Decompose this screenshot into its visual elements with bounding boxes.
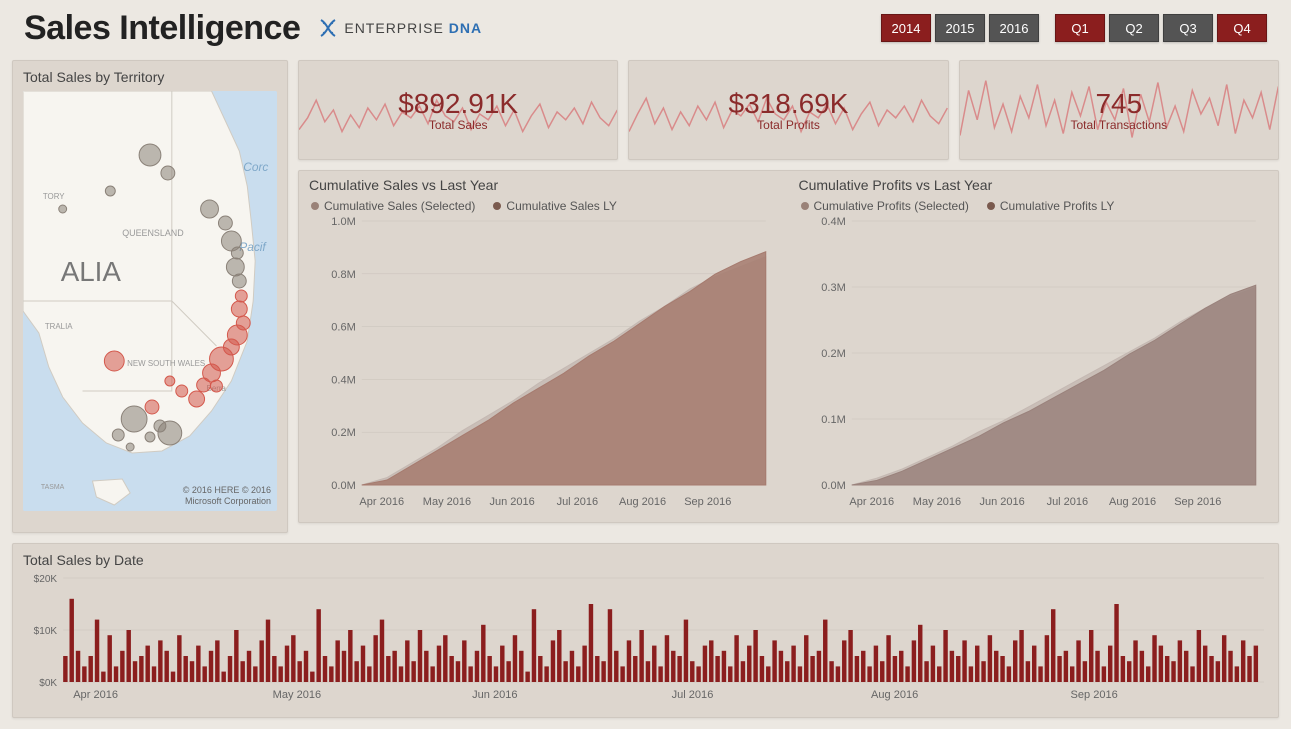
svg-text:Jul 2016: Jul 2016 <box>672 689 714 701</box>
map-title: Total Sales by Territory <box>23 69 277 85</box>
quarter-button-q4[interactable]: Q4 <box>1217 14 1267 42</box>
kpi-value: $892.91K <box>398 88 518 120</box>
svg-text:ALIA: ALIA <box>61 256 122 287</box>
svg-text:Sep 2016: Sep 2016 <box>1071 689 1118 701</box>
svg-text:May 2016: May 2016 <box>423 496 471 508</box>
svg-text:Sep 2016: Sep 2016 <box>684 496 731 508</box>
quarter-button-q3[interactable]: Q3 <box>1163 14 1213 42</box>
svg-text:May 2016: May 2016 <box>912 496 960 508</box>
svg-text:Aug 2016: Aug 2016 <box>871 689 918 701</box>
legend-item: Cumulative Sales LY <box>493 199 617 213</box>
svg-text:0.2M: 0.2M <box>331 427 355 439</box>
svg-text:TRALIA: TRALIA <box>45 322 73 331</box>
cumulative-sales-chart: Cumulative Sales vs Last Year Cumulative… <box>299 171 789 522</box>
cumulative-panel: Cumulative Sales vs Last Year Cumulative… <box>298 170 1279 523</box>
sales-by-date-title: Total Sales by Date <box>23 552 1268 568</box>
svg-text:0.0M: 0.0M <box>331 480 355 492</box>
svg-text:Aug 2016: Aug 2016 <box>619 496 666 508</box>
cumulative-sales-title: Cumulative Sales vs Last Year <box>309 177 779 193</box>
svg-text:$0K: $0K <box>39 678 57 689</box>
svg-text:Apr 2016: Apr 2016 <box>849 496 894 508</box>
kpi-label: Total Sales <box>398 118 518 132</box>
legend-item: Cumulative Profits (Selected) <box>801 199 969 213</box>
legend-item: Cumulative Profits LY <box>987 199 1115 213</box>
svg-text:0.4M: 0.4M <box>821 216 845 228</box>
svg-text:0.4M: 0.4M <box>331 374 355 386</box>
svg-text:Sep 2016: Sep 2016 <box>1174 496 1221 508</box>
year-button-2016[interactable]: 2016 <box>989 14 1039 42</box>
svg-text:Jul 2016: Jul 2016 <box>1046 496 1088 508</box>
kpi-value: $318.69K <box>729 88 849 120</box>
kpi-label: Total Transactions <box>1070 118 1167 132</box>
svg-text:0.8M: 0.8M <box>331 269 355 281</box>
svg-text:Apr 2016: Apr 2016 <box>359 496 404 508</box>
svg-text:$10K: $10K <box>34 626 58 637</box>
map-canvas[interactable]: CorcPacifALIAQUEENSLANDNEW SOUTH WALESTO… <box>23 91 277 511</box>
year-button-2015[interactable]: 2015 <box>935 14 985 42</box>
legend-item: Cumulative Sales (Selected) <box>311 199 475 213</box>
svg-text:$20K: $20K <box>34 574 58 585</box>
svg-text:0.2M: 0.2M <box>821 348 845 360</box>
kpi-card-1: $318.69K Total Profits <box>628 60 948 160</box>
kpi-value: 745 <box>1070 88 1167 120</box>
map-attribution: © 2016 HERE © 2016Microsoft Corporation <box>183 485 271 507</box>
sales-by-date-panel: Total Sales by Date $0K $10K $20K Apr 2016 M… <box>12 543 1279 718</box>
svg-text:Jul 2016: Jul 2016 <box>557 496 599 508</box>
svg-text:NEW SOUTH WALES: NEW SOUTH WALES <box>127 359 205 368</box>
svg-text:Apr 2016: Apr 2016 <box>73 689 118 701</box>
svg-text:0.0M: 0.0M <box>821 480 845 492</box>
svg-text:Aug 2016: Aug 2016 <box>1109 496 1156 508</box>
svg-text:QUEENSLAND: QUEENSLAND <box>122 228 184 238</box>
svg-text:0.6M: 0.6M <box>331 322 355 334</box>
svg-text:1.0M: 1.0M <box>331 216 355 228</box>
year-button-2014[interactable]: 2014 <box>881 14 931 42</box>
svg-text:0.1M: 0.1M <box>821 414 845 426</box>
page-title: Sales Intelligence <box>24 9 300 48</box>
quarter-button-q2[interactable]: Q2 <box>1109 14 1159 42</box>
kpi-card-2: 745 Total Transactions <box>959 60 1279 160</box>
logo: ENTERPRISE DNA <box>318 18 482 38</box>
cumulative-profits-chart: Cumulative Profits vs Last Year Cumulati… <box>789 171 1279 522</box>
svg-text:0.3M: 0.3M <box>821 282 845 294</box>
year-filter-group: 201420152016 <box>881 14 1039 42</box>
svg-text:Jun 2016: Jun 2016 <box>472 689 517 701</box>
logo-text: ENTERPRISE DNA <box>344 20 482 36</box>
svg-text:Corc: Corc <box>243 160 268 174</box>
svg-text:TORY: TORY <box>43 192 65 201</box>
cumulative-profits-title: Cumulative Profits vs Last Year <box>799 177 1269 193</box>
svg-text:Jun 2016: Jun 2016 <box>490 496 535 508</box>
svg-text:Jun 2016: Jun 2016 <box>979 496 1024 508</box>
map-panel: Total Sales by Territory CorcPacifALIAQU… <box>12 60 288 533</box>
svg-text:TASMA: TASMA <box>41 484 65 491</box>
header: Sales Intelligence ENTERPRISE DNA 201420… <box>0 0 1291 54</box>
kpi-card-0: $892.91K Total Sales <box>298 60 618 160</box>
dna-icon <box>318 18 338 38</box>
svg-text:May 2016: May 2016 <box>273 689 321 701</box>
quarter-filter-group: Q1Q2Q3Q4 <box>1055 14 1267 42</box>
quarter-button-q1[interactable]: Q1 <box>1055 14 1105 42</box>
kpi-label: Total Profits <box>729 118 849 132</box>
